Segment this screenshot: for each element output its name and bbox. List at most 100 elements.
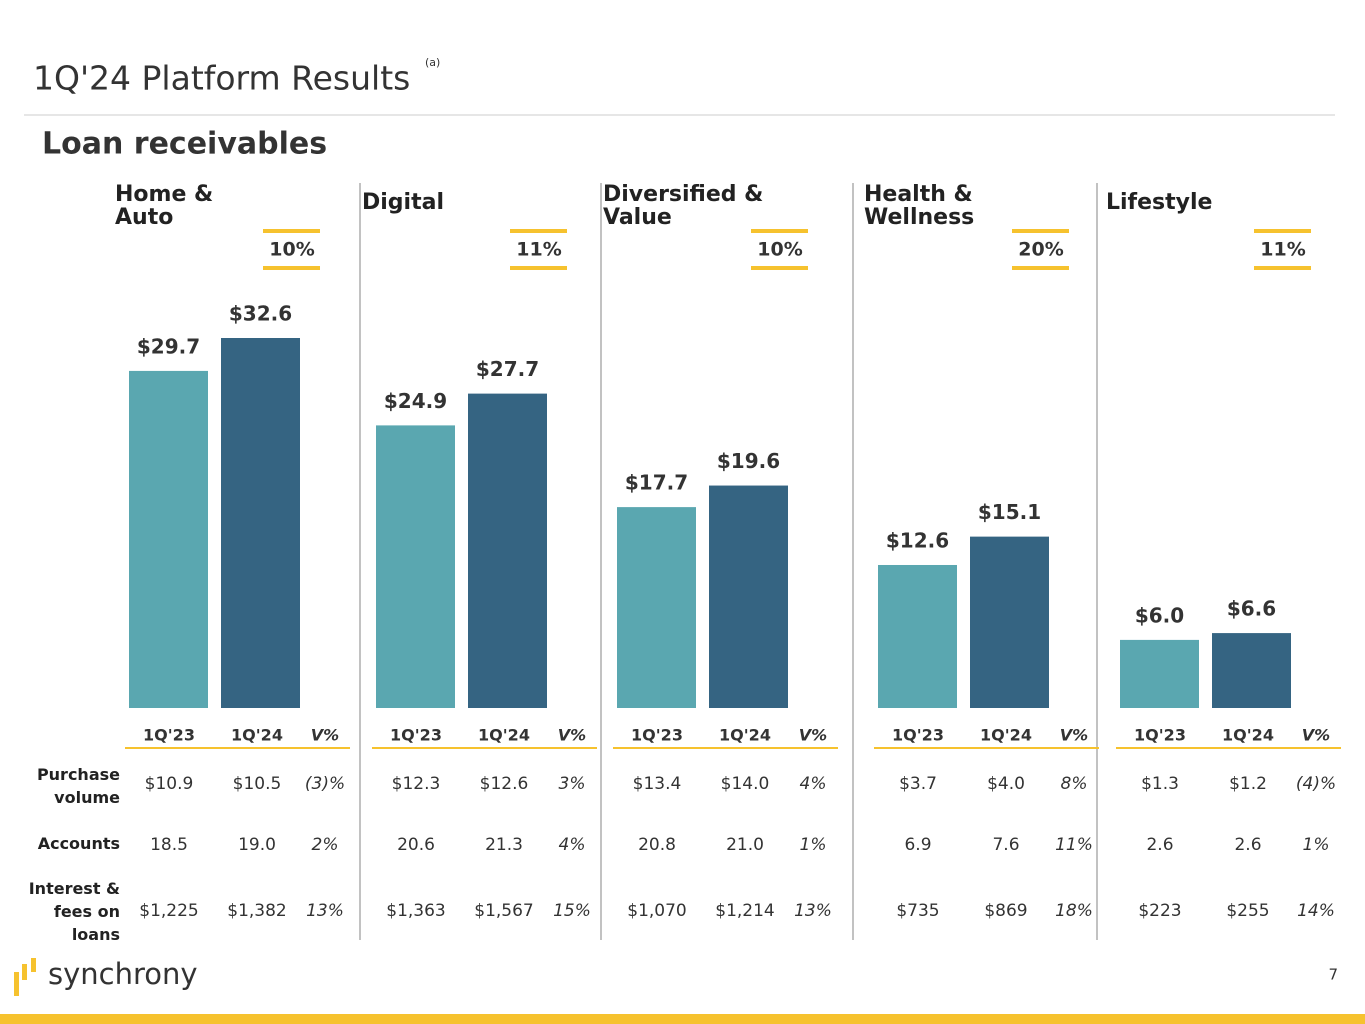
table-cell: (3)%	[305, 774, 345, 794]
table-cell: $1.3	[1141, 774, 1179, 794]
table-cell: 1%	[800, 835, 827, 855]
table-cell: $10.9	[145, 774, 194, 794]
bar	[1120, 639, 1199, 708]
table-cell: 2%	[312, 835, 339, 855]
value-label: $15.1	[978, 500, 1041, 524]
table-header: 1Q'24	[231, 726, 283, 745]
table-header: V%	[1302, 726, 1330, 745]
table-header: 1Q'23	[390, 726, 442, 745]
bar	[970, 536, 1049, 708]
table-cell: 2.6	[1234, 835, 1261, 855]
growth-label: 20%	[1018, 239, 1063, 261]
brand: synchrony	[48, 957, 198, 991]
table-cell: $12.3	[392, 774, 441, 794]
bar	[617, 507, 696, 708]
table-cell: 18.5	[150, 835, 188, 855]
table-cell: $1,363	[386, 901, 445, 921]
table-cell: $3.7	[899, 774, 937, 794]
table-cell: $1.2	[1229, 774, 1267, 794]
table-cell: 21.0	[726, 835, 764, 855]
table-header: 1Q'24	[980, 726, 1032, 745]
table-header: V%	[799, 726, 827, 745]
table-cell: 20.8	[638, 835, 676, 855]
panel-title: Health & Wellness	[864, 182, 975, 230]
table-cell: 3%	[559, 774, 586, 794]
table-header: 1Q'23	[631, 726, 683, 745]
table-cell: $1,214	[715, 901, 774, 921]
value-label: $27.7	[476, 357, 539, 381]
table-header: V%	[311, 726, 339, 745]
table-cell: (4)%	[1296, 774, 1336, 794]
value-label: $24.9	[384, 389, 447, 413]
table-cell: 8%	[1061, 774, 1088, 794]
table-cell: $14.0	[721, 774, 770, 794]
table-cell: 14%	[1297, 901, 1335, 921]
growth-label: 10%	[269, 239, 314, 261]
table-cell: 20.6	[397, 835, 435, 855]
table-cell: 7.6	[992, 835, 1019, 855]
panel-title: Home & Auto	[115, 182, 214, 230]
section-title: Loan receivables	[42, 127, 327, 162]
panel-title: Lifestyle	[1106, 190, 1213, 215]
bar	[709, 485, 788, 708]
table-cell: 4%	[559, 835, 586, 855]
table-header: 1Q'24	[719, 726, 771, 745]
bar	[221, 338, 300, 708]
table-header: V%	[558, 726, 586, 745]
table-header: 1Q'23	[143, 726, 195, 745]
bar	[376, 425, 455, 708]
growth-label: 10%	[757, 239, 802, 261]
bar	[878, 564, 957, 708]
panel-title: Diversified & Value	[603, 182, 764, 230]
value-label: $17.7	[625, 471, 688, 495]
table-cell: $13.4	[633, 774, 682, 794]
table-cell: 18%	[1055, 901, 1093, 921]
table-header: 1Q'24	[1222, 726, 1274, 745]
row-label: Accounts	[37, 834, 120, 853]
table-header: 1Q'23	[1134, 726, 1186, 745]
table-cell: 6.9	[904, 835, 931, 855]
table-header: 1Q'24	[478, 726, 530, 745]
table-cell: 2.6	[1146, 835, 1173, 855]
table-cell: $869	[984, 901, 1027, 921]
bar	[1212, 633, 1291, 708]
page-number: 7	[1328, 966, 1338, 984]
bar	[468, 393, 547, 708]
table-cell: $735	[896, 901, 939, 921]
table-cell: 13%	[306, 901, 344, 921]
table-cell: $223	[1138, 901, 1181, 921]
table-cell: $1,382	[227, 901, 286, 921]
row-label: Interest & fees on loans	[28, 879, 120, 944]
table-cell: $1,567	[474, 901, 533, 921]
value-label: $6.6	[1227, 597, 1276, 621]
table-cell: $10.5	[233, 774, 282, 794]
value-label: $12.6	[886, 528, 949, 552]
table-cell: $1,225	[139, 901, 198, 921]
table-cell: 13%	[794, 901, 832, 921]
value-label: $19.6	[717, 449, 780, 473]
table-cell: $255	[1226, 901, 1269, 921]
value-label: $32.6	[229, 302, 292, 326]
growth-label: 11%	[1260, 239, 1305, 261]
table-cell: 15%	[553, 901, 591, 921]
table-cell: 21.3	[485, 835, 523, 855]
table-cell: $4.0	[987, 774, 1025, 794]
table-cell: 4%	[800, 774, 827, 794]
growth-label: 11%	[516, 239, 561, 261]
slide-title: 1Q'24 Platform Results	[33, 59, 410, 98]
title-note: (a)	[425, 56, 440, 69]
table-cell: 19.0	[238, 835, 276, 855]
table-cell: 11%	[1055, 835, 1093, 855]
table-cell: 1%	[1303, 835, 1330, 855]
value-label: $29.7	[137, 334, 200, 358]
value-label: $6.0	[1135, 603, 1184, 627]
table-cell: $12.6	[480, 774, 529, 794]
logo-bar	[22, 964, 27, 980]
panel-title: Digital	[362, 190, 444, 215]
logo-bar	[31, 958, 36, 972]
table-cell: $1,070	[627, 901, 686, 921]
footer-band	[0, 1014, 1365, 1024]
table-header: V%	[1060, 726, 1088, 745]
